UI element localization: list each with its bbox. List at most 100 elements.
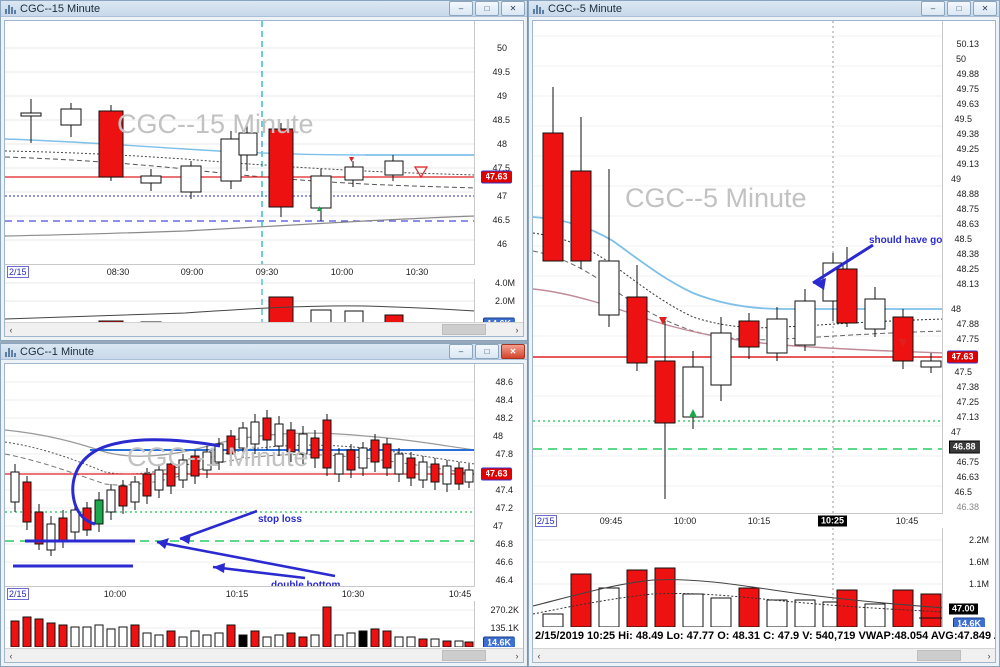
date-label: 2/15 <box>7 266 29 278</box>
volume-axis-1[interactable]: 270.2K 135.1K 14.6K <box>474 601 523 647</box>
price-svg-1 <box>5 381 475 580</box>
price-svg-5 <box>533 21 943 513</box>
window-title: CGC--15 Minute <box>20 2 101 15</box>
y-tick: 46.5 <box>492 215 510 225</box>
scroll-thumb[interactable] <box>441 324 487 335</box>
annotation-stop-loss: stop loss <box>258 514 302 525</box>
time-axis-5[interactable]: 2/15 09:45 10:00 10:15 10:30 10:45 10:25 <box>533 513 943 529</box>
x-tick: 10:00 <box>673 516 697 526</box>
y-tick: 47 <box>492 521 503 531</box>
y-tick: 48.25 <box>956 264 979 274</box>
current-price-tag: 47.63 <box>481 170 512 184</box>
y-tick: 47.13 <box>956 412 979 422</box>
volume-plot-5[interactable] <box>533 528 943 627</box>
y-tick-volume: 1.1M <box>968 579 989 589</box>
y-tick: 48.88 <box>956 189 979 199</box>
y-tick: 46.4 <box>495 575 513 585</box>
horizontal-scrollbar-1[interactable]: ‹ › <box>5 648 523 662</box>
price-plot-15[interactable]: CGC--15 Minute <box>5 21 475 264</box>
price-axis-15[interactable]: 50 49.5 49 48.5 48 47.5 47 46.5 46 47.63 <box>474 21 523 264</box>
x-tick: 10:30 <box>405 267 429 277</box>
volume-pane-1[interactable]: 270.2K 135.1K 14.6K <box>5 601 523 647</box>
minimize-button[interactable]: – <box>449 1 473 16</box>
y-tick: 46.63 <box>956 472 979 482</box>
y-tick: 47.5 <box>492 163 510 173</box>
minimize-button[interactable]: – <box>449 344 473 359</box>
chart-container-1[interactable]: CGC--1 Minute stop loss double bottom 48… <box>4 363 524 663</box>
date-label: 2/15 <box>535 515 557 527</box>
y-tick: 47 <box>950 427 961 437</box>
x-tick: 10:15 <box>747 516 771 526</box>
x-tick: 10:15 <box>225 589 249 599</box>
maximize-button[interactable]: □ <box>947 1 971 16</box>
minimize-button[interactable]: – <box>921 1 945 16</box>
y-tick: 49.5 <box>954 114 972 124</box>
chart-container-15[interactable]: CGC--15 Minute 50 49.5 49 48.5 48 47.5 4… <box>4 20 524 337</box>
price-axis-5[interactable]: 50.13 50 49.88 49.75 49.63 49.5 49.38 49… <box>942 21 995 513</box>
x-tick: 10:45 <box>895 516 919 526</box>
close-button[interactable]: ✕ <box>501 344 525 359</box>
y-tick-volume: 1.6M <box>968 557 989 567</box>
price-plot-5[interactable]: CGC--5 Minute should have got? <box>533 21 943 513</box>
titlebar-15[interactable]: CGC--15 Minute – □ ✕ <box>1 1 527 17</box>
volume-svg-15 <box>5 279 475 327</box>
y-tick: 49 <box>950 174 961 184</box>
scroll-left-icon[interactable]: ‹ <box>537 650 541 661</box>
y-tick-volume: 4.0M <box>494 279 515 288</box>
y-tick: 49.5 <box>492 67 510 77</box>
volume-axis-15[interactable]: 4.0M 2.0M 14.6K <box>474 279 523 327</box>
maximize-button[interactable]: □ <box>475 344 499 359</box>
y-tick: 50.13 <box>956 39 979 49</box>
scroll-right-icon[interactable]: › <box>515 650 519 661</box>
y-tick: 48 <box>496 139 507 149</box>
volume-tag: 14.6K <box>483 636 516 647</box>
time-axis-1[interactable]: 2/15 10:00 10:15 10:30 10:45 <box>5 586 475 602</box>
window-cgc-15-minute[interactable]: CGC--15 Minute – □ ✕ <box>0 0 528 341</box>
scroll-thumb[interactable] <box>917 650 962 661</box>
y-tick: 46.8 <box>495 539 513 549</box>
scroll-left-icon[interactable]: ‹ <box>9 324 13 335</box>
y-tick: 48.75 <box>956 204 979 214</box>
scroll-track[interactable] <box>545 650 983 661</box>
y-tick: 49.25 <box>956 144 979 154</box>
volume-pane-5[interactable]: 2.2M 1.6M 1.1M 47.00 14.6K <box>533 528 995 627</box>
y-tick: 49.75 <box>956 84 979 94</box>
annotation-double-bottom: double bottom <box>271 580 341 586</box>
x-tick: 09:00 <box>180 267 204 277</box>
volume-plot-1[interactable] <box>5 601 475 647</box>
scroll-right-icon[interactable]: › <box>515 324 519 335</box>
price-pane-5[interactable]: CGC--5 Minute should have got? 50.13 50 … <box>533 21 995 513</box>
x-tick: 10:00 <box>330 267 354 277</box>
price-pane-1[interactable]: CGC--1 Minute stop loss double bottom 48… <box>5 364 523 586</box>
price-plot-1[interactable]: CGC--1 Minute stop loss double bottom <box>5 364 475 586</box>
titlebar-5[interactable]: CGC--5 Minute – □ ✕ <box>529 1 999 17</box>
volume-pane-15[interactable]: 4.0M 2.0M 14.6K <box>5 279 523 327</box>
window-cgc-1-minute[interactable]: CGC--1 Minute – □ ✕ <box>0 343 528 667</box>
scroll-track[interactable] <box>17 324 511 335</box>
y-tick: 49.38 <box>956 129 979 139</box>
y-tick: 47.25 <box>956 397 979 407</box>
window-cgc-5-minute[interactable]: CGC--5 Minute – □ ✕ <box>528 0 1000 667</box>
scroll-thumb[interactable] <box>441 650 487 661</box>
price-axis-1[interactable]: 48.6 48.4 48.2 48 47.8 47.6 47.4 47.2 47… <box>474 364 523 586</box>
volume-plot-15[interactable] <box>5 279 475 327</box>
maximize-button[interactable]: □ <box>475 1 499 16</box>
y-tick: 49.63 <box>956 99 979 109</box>
close-button[interactable]: ✕ <box>501 1 525 16</box>
scroll-track[interactable] <box>17 650 511 661</box>
annotation-should-have-got: should have got? <box>869 235 943 246</box>
chart-container-5[interactable]: CGC--5 Minute should have got? 50.13 50 … <box>532 20 996 663</box>
y-tick-volume: 2.2M <box>968 535 989 545</box>
close-button[interactable]: ✕ <box>973 1 997 16</box>
horizontal-scrollbar-5[interactable]: ‹ › <box>533 648 995 662</box>
status-line-5: 2/15/2019 10:25 Hi: 48.49 Lo: 47.77 O: 4… <box>533 629 995 643</box>
y-tick: 46.75 <box>956 457 979 467</box>
time-axis-15[interactable]: 2/15 08:30 09:00 09:30 10:00 10:30 <box>5 264 475 280</box>
titlebar-1[interactable]: CGC--1 Minute – □ ✕ <box>1 344 527 360</box>
scroll-left-icon[interactable]: ‹ <box>9 650 13 661</box>
volume-axis-5[interactable]: 2.2M 1.6M 1.1M 47.00 14.6K <box>942 528 995 627</box>
horizontal-scrollbar-15[interactable]: ‹ › <box>5 322 523 336</box>
scroll-right-icon[interactable]: › <box>987 650 991 661</box>
volume-tag: 14.6K <box>953 617 986 627</box>
price-pane-15[interactable]: CGC--15 Minute 50 49.5 49 48.5 48 47.5 4… <box>5 21 523 264</box>
